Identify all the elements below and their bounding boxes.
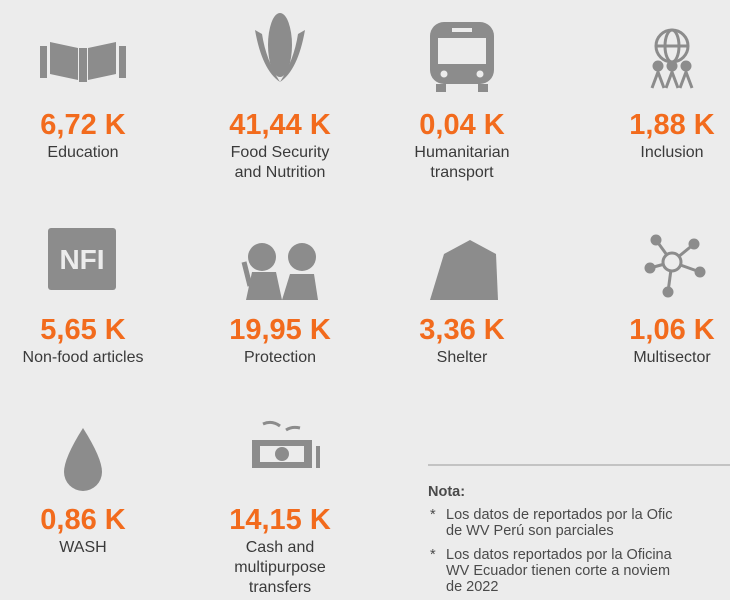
icon-text: NFI — [59, 244, 104, 275]
item-value: 5,65 K — [40, 314, 126, 346]
icon-wash — [64, 428, 102, 491]
item-value: 14,15 K — [229, 504, 331, 536]
icon-bus — [430, 22, 494, 92]
note-title: Nota: — [428, 484, 466, 500]
item-value: 0,86 K — [40, 504, 126, 536]
label-line: Inclusion — [640, 144, 704, 161]
item-label: Cash and multipurpose transfers — [170, 538, 390, 598]
label-line: Education — [47, 144, 119, 161]
item-label: Non-food articles — [0, 348, 193, 368]
note-text: de WV Perú son parciales — [446, 523, 614, 539]
item-value: 1,06 K — [629, 314, 715, 346]
item-label: Humanitarian transport — [352, 143, 572, 183]
label-line: Cash and — [245, 539, 315, 556]
icon-education — [40, 42, 126, 82]
icon-shelter — [430, 240, 498, 300]
note-bullet: * — [430, 507, 436, 523]
item-label: Multisector — [562, 348, 730, 368]
label-line: Multisector — [633, 349, 711, 366]
note-text: Los datos de reportados por la Ofic — [446, 507, 673, 523]
icon-corn — [255, 13, 305, 82]
item-label: Inclusion — [562, 143, 730, 163]
label-line: Shelter — [436, 349, 488, 366]
item-label: Food Security and Nutrition — [170, 143, 390, 183]
label-line: transfers — [248, 579, 312, 596]
item-value: 41,44 K — [229, 109, 331, 141]
item-value: 6,72 K — [40, 109, 126, 141]
label-line: Non-food articles — [22, 349, 144, 366]
label-line: Food Security — [230, 144, 330, 161]
icon-cash — [252, 420, 320, 468]
item-label: WASH — [0, 538, 193, 558]
note-bullet: * — [430, 547, 436, 563]
label-line: multipurpose — [234, 559, 326, 576]
icon-inclusion — [650, 28, 694, 89]
item-value: 1,88 K — [629, 109, 715, 141]
icon-nfi: NFI — [48, 228, 116, 290]
item-label: Shelter — [352, 348, 572, 368]
note-text: de 2022 — [446, 579, 499, 595]
label-line: Humanitarian — [414, 144, 510, 161]
note-text: WV Ecuador tienen corte a noviem — [446, 563, 671, 579]
item-value: 0,04 K — [419, 109, 505, 141]
label-line: and Nutrition — [234, 164, 326, 181]
label-line: WASH — [59, 539, 107, 556]
icon-multisector — [644, 234, 706, 298]
label-line: transport — [430, 164, 494, 181]
icon-protection — [241, 243, 318, 300]
item-value: 3,36 K — [419, 314, 505, 346]
item-label: Protection — [170, 348, 390, 368]
note-text: Los datos reportados por la Oficina — [446, 547, 672, 563]
label-line: Protection — [243, 349, 317, 366]
item-value: 19,95 K — [229, 314, 331, 346]
item-label: Education — [0, 143, 193, 163]
